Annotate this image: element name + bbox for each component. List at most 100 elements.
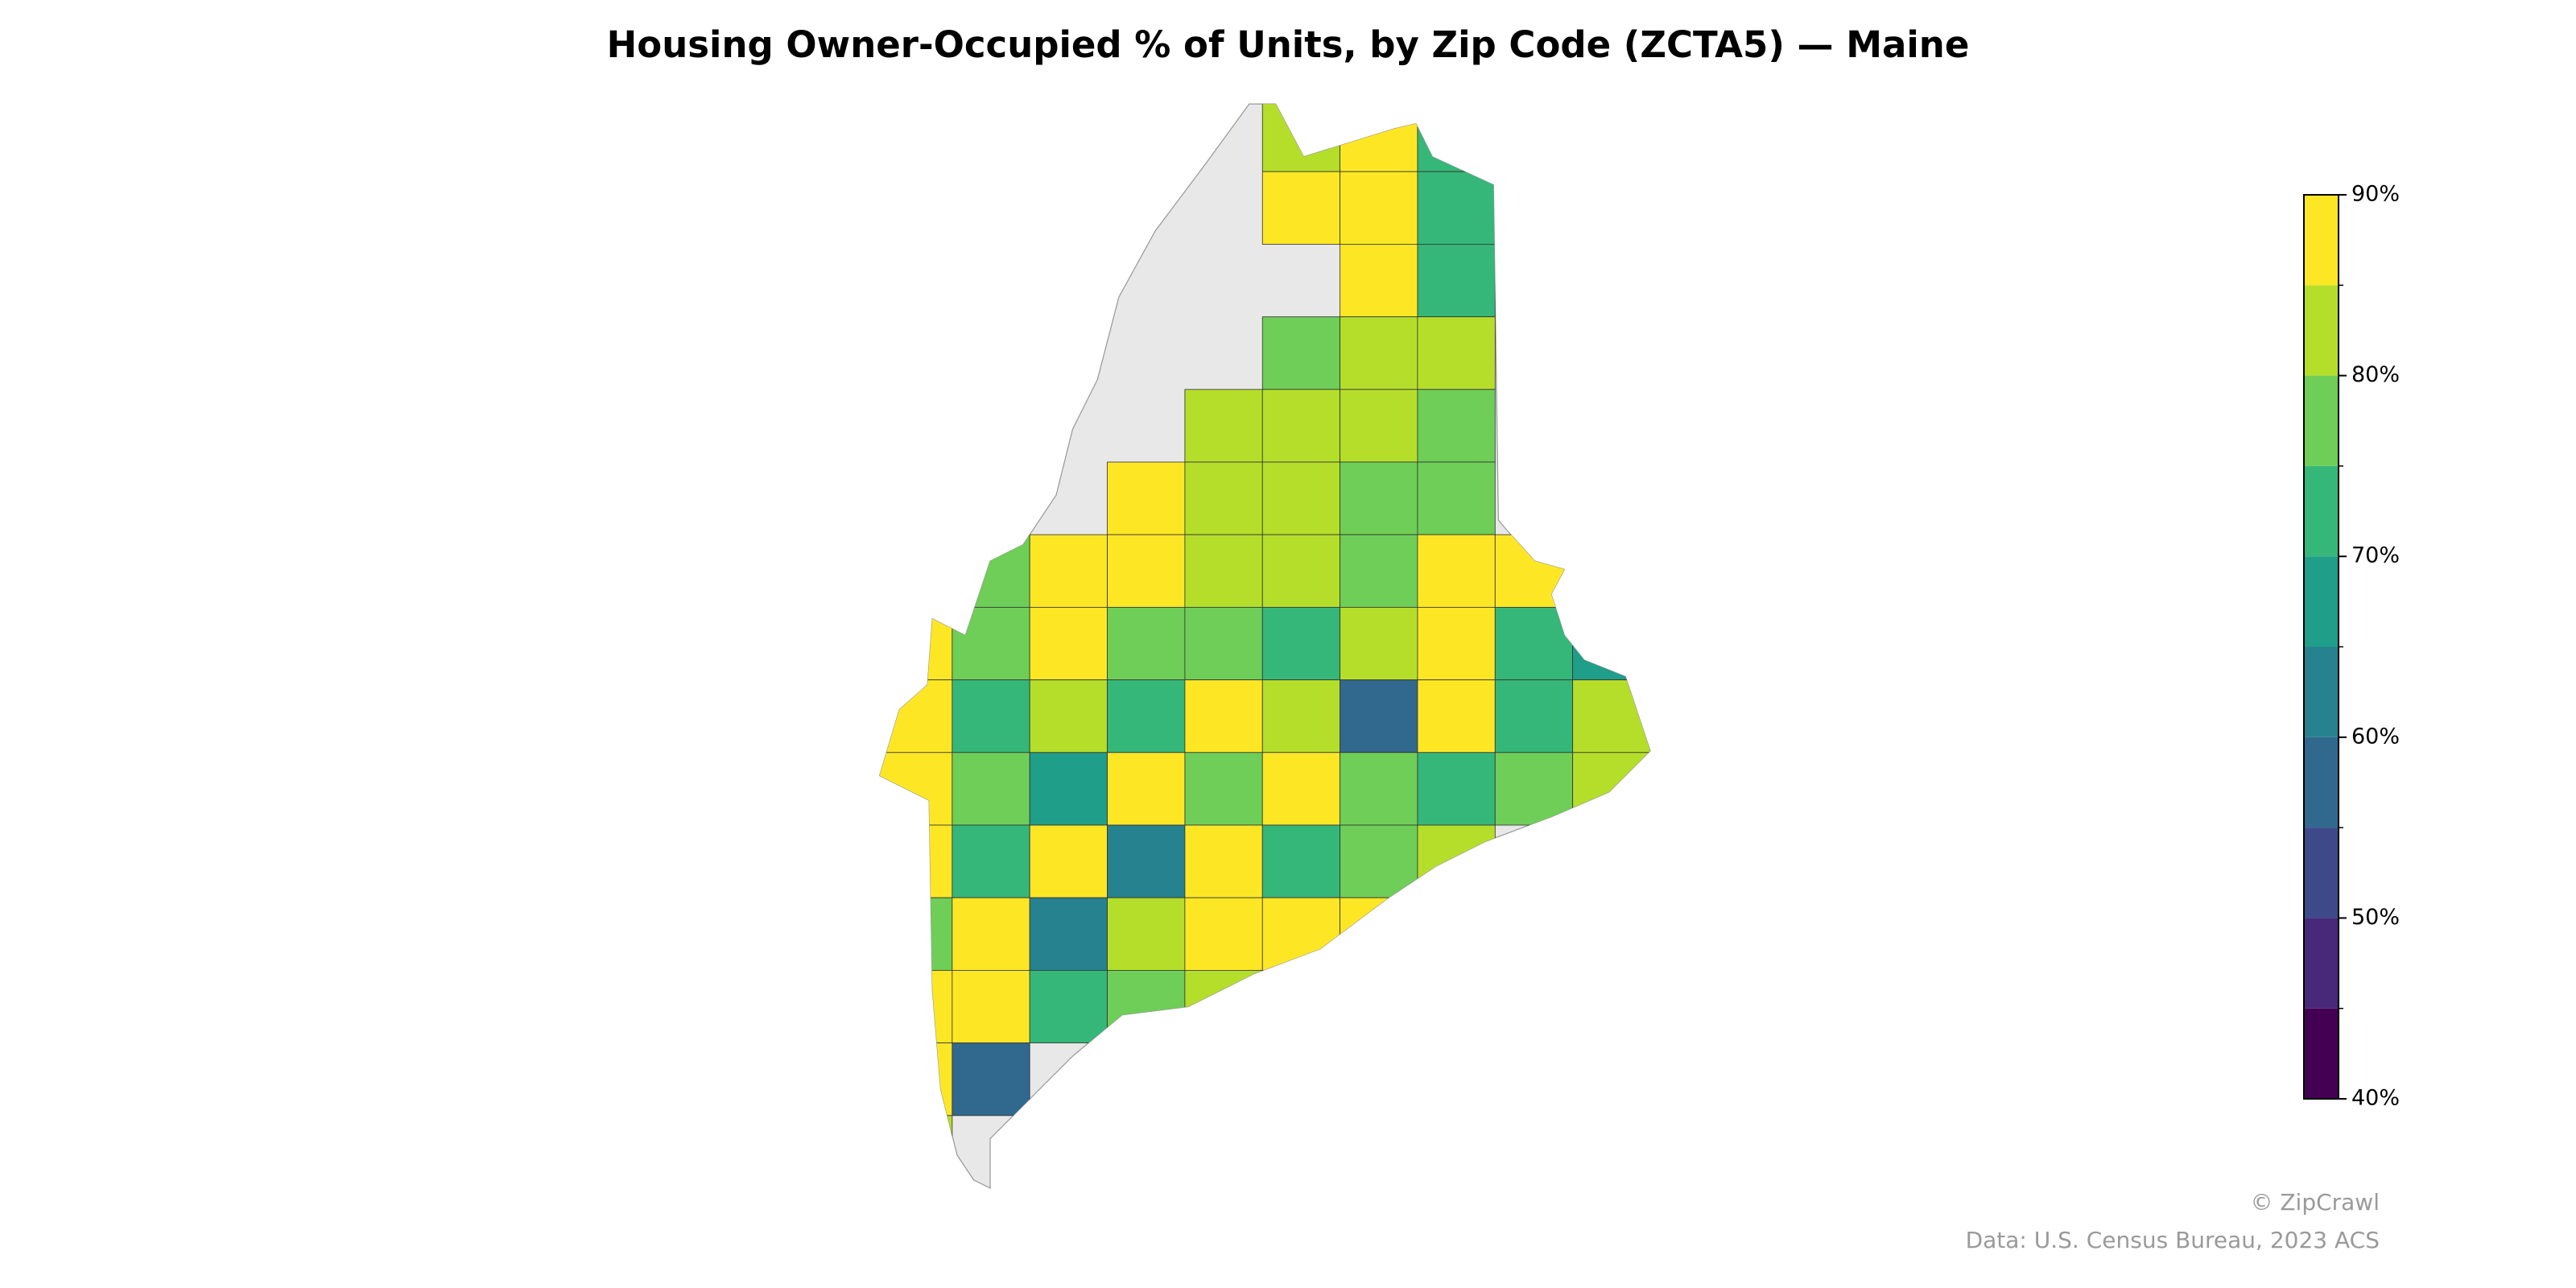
zip-region [952,679,1030,753]
colorbar-tick-label: 80% [2351,362,2400,387]
zip-region [1107,897,1186,971]
zip-region [1261,461,1341,535]
zip-region [1572,679,1650,753]
zip-region [1417,104,1496,172]
zip-region [1572,752,1650,826]
colorbar-tick-label: 60% [2351,724,2400,749]
zip-region [952,824,1030,898]
zip-region [1107,824,1186,898]
zip-region [952,752,1030,826]
zip-region [952,969,1030,1044]
zip-region [1184,752,1263,826]
zip-region [1184,897,1263,971]
zip-region [1107,461,1186,535]
zip-region [1261,752,1341,826]
zip-region [1340,104,1418,172]
zip-region [1494,752,1574,826]
source-note: Data: U.S. Census Bureau, 2023 ACS [1966,1227,2380,1253]
zip-region [1029,824,1108,898]
zip-region [1029,897,1108,971]
colorbar-tick-label: 90% [2351,182,2400,207]
zip-region [1029,752,1108,826]
zip-region [1261,534,1341,608]
zip-region [1340,316,1418,390]
zip-region [1261,171,1341,245]
zip-region [879,824,953,898]
zip-region [1261,316,1341,390]
zip-region [879,969,953,1044]
zip-region [1417,316,1496,390]
zip-region [952,534,1030,608]
zip-region [1417,389,1496,463]
zip-region [1261,824,1341,898]
zip-region [1340,606,1418,681]
colorbar-bin [2304,465,2339,557]
zip-region [1107,606,1186,681]
zip-region [1417,243,1496,318]
colorbar-bin [2304,556,2339,647]
zip-region [1417,752,1496,826]
zip-region [1261,104,1341,172]
zip-region [952,897,1030,971]
zip-region [1029,534,1108,608]
zip-region [1494,679,1574,753]
zip-region [1107,679,1186,753]
zip-region [1340,897,1418,971]
zip-region [1340,461,1418,535]
map-title: Housing Owner-Occupied % of Units, by Zi… [607,23,1970,66]
colorbar-tick-label: 70% [2351,543,2400,568]
credit: © ZipCrawl [2250,1189,2380,1216]
colorbar-bin [2304,285,2339,376]
zip-region [1340,824,1418,898]
zip-region [879,752,953,826]
colorbar-bin [2304,375,2339,466]
colorbar-tick-label: 40% [2351,1086,2400,1111]
zip-region [1107,969,1186,1044]
zip-region [1107,752,1186,826]
colorbar: 40% 50% 60% 70% 80% 90% [2303,182,2400,1111]
zip-region [1184,389,1263,463]
colorbar-bin [2304,646,2339,737]
colorbar-bin [2304,918,2339,1009]
colorbar-bin [2304,828,2339,919]
zip-region [1494,534,1574,608]
zip-region [1184,824,1263,898]
zip-region [1340,679,1418,753]
colorbar-bin [2304,195,2339,286]
map [878,103,1651,1189]
zip-region [1107,534,1186,608]
zip-region [1340,389,1418,463]
zip-region [1340,171,1418,245]
colorbar-bin [2304,737,2339,828]
colorbar-frame [2303,194,2339,1100]
zip-region [1340,534,1418,608]
zip-region [1029,969,1108,1044]
zip-region [1417,171,1496,245]
zip-region [1572,606,1650,681]
zip-region [1261,389,1341,463]
zip-region [1261,606,1341,681]
zip-region [952,1042,1030,1117]
colorbar-tick-label: 50% [2351,905,2400,930]
zip-region [1417,606,1496,681]
zip-region [1184,534,1263,608]
zip-region [1340,243,1418,318]
zip-region [1029,679,1108,753]
zip-region [1417,679,1496,753]
zip-region [1184,679,1263,753]
zip-region [1261,679,1341,753]
zip-region [879,897,953,971]
zip-region [1261,897,1341,971]
zip-region [1340,752,1418,826]
zip-region [952,606,1030,681]
zip-region [1184,606,1263,681]
zip-region [879,1115,953,1188]
colorbar-bin [2304,1008,2339,1099]
zip-region [1029,606,1108,681]
zip-region [1494,606,1574,681]
zip-region [1184,969,1263,1044]
zip-region [1417,824,1496,898]
zip-region [1417,461,1496,535]
